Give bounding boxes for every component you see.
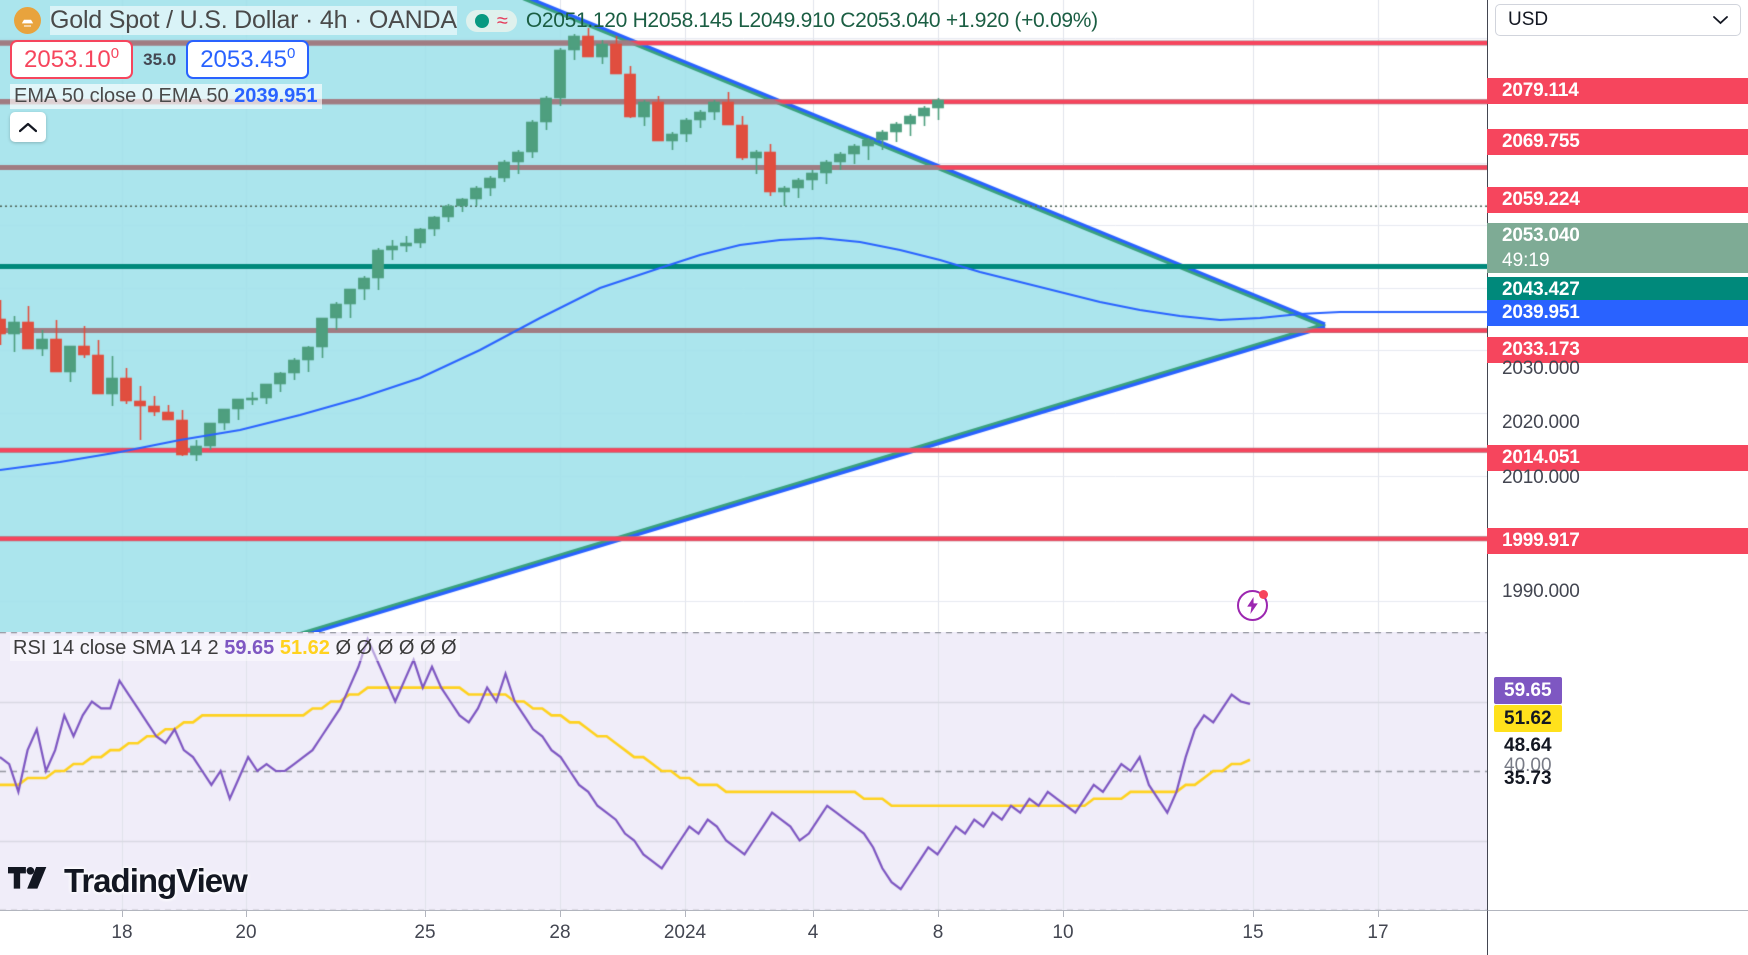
rsi-axis-label[interactable]: 35.73 <box>1504 768 1552 789</box>
time-axis-label: 28 <box>549 922 571 943</box>
time-axis-tick <box>1063 911 1064 917</box>
price-axis-label[interactable]: 2014.051 <box>1487 445 1748 471</box>
price-axis-label[interactable]: 1999.917 <box>1487 528 1748 554</box>
rsi-axis-label[interactable]: 51.62 <box>1494 705 1562 732</box>
time-axis-label: 17 <box>1367 922 1389 943</box>
ema-legend[interactable]: EMA 50 close 0 EMA 50 2039.951 <box>10 84 322 109</box>
price-axis-label[interactable]: 2039.951 <box>1487 300 1748 326</box>
time-axis-label: 20 <box>235 922 257 943</box>
market-status-pill[interactable]: ≈ <box>465 9 517 32</box>
price-axis[interactable]: 2079.114 2069.755 2059.224 2053.040 49:19 204… <box>1487 0 1748 910</box>
time-axis-tick <box>813 911 814 917</box>
spread-value: 35.0 <box>143 49 177 69</box>
alert-notification-dot <box>1259 590 1268 599</box>
price-axis-label[interactable]: 2033.173 <box>1487 337 1748 363</box>
time-axis-tick <box>1253 911 1254 917</box>
time-axis-label: 4 <box>807 922 819 943</box>
ema-legend-value: 2039.951 <box>234 85 318 107</box>
rsi-axis-label[interactable]: 48.64 <box>1504 735 1552 756</box>
currency-select[interactable]: USD <box>1495 4 1741 36</box>
collapse-pane-chevron[interactable] <box>10 112 46 142</box>
time-axis-tick <box>560 911 561 917</box>
time-axis-tick <box>425 911 426 917</box>
symbol-title[interactable]: Gold Spot / U.S. Dollar · 4h · OANDA <box>50 6 457 35</box>
rsi-chart-canvas[interactable] <box>0 632 1487 910</box>
rsi-empty-values: Ø Ø Ø Ø Ø Ø <box>335 637 457 659</box>
time-axis-tick <box>938 911 939 917</box>
price-axis-label[interactable]: 2030.000 <box>1502 358 1580 379</box>
price-axis-label[interactable]: 1990.000 <box>1502 581 1580 602</box>
tradingview-mark-icon <box>8 866 47 889</box>
time-axis-label: 18 <box>111 922 133 943</box>
price-axis-label[interactable]: 2043.427 <box>1487 277 1748 303</box>
price-axis-label[interactable]: 2020.000 <box>1502 412 1580 433</box>
rsi-legend[interactable]: RSI 14 close SMA 14 2 59.65 51.62 Ø Ø Ø … <box>10 636 460 661</box>
approx-icon: ≈ <box>496 9 508 32</box>
axis-corner <box>1487 910 1748 955</box>
gold-coin-icon <box>14 7 41 34</box>
ask-price-box[interactable]: 2053.450 <box>186 40 310 79</box>
price-axis-label[interactable]: 2053.040 <box>1487 223 1748 249</box>
time-axis-label: 15 <box>1242 922 1264 943</box>
ohlc-values: O2051.120 H2058.145 L2049.910 C2053.040 … <box>525 8 1098 32</box>
chevron-down-icon <box>1713 15 1728 24</box>
time-axis-tick <box>1378 911 1379 917</box>
time-axis-label: 10 <box>1052 922 1074 943</box>
time-axis-tick <box>122 911 123 917</box>
tradingview-logo: TradingView <box>8 862 248 900</box>
rsi-indicator-pane[interactable]: RSI 14 close SMA 14 2 59.65 51.62 Ø Ø Ø … <box>0 632 1487 910</box>
time-axis-label: 2024 <box>663 922 707 943</box>
ema-legend-label: EMA 50 close 0 EMA 50 <box>14 85 229 107</box>
countdown-label: 49:19 <box>1487 249 1748 273</box>
market-open-dot <box>474 13 489 28</box>
alert-lightning-badge[interactable] <box>1237 590 1268 621</box>
rsi-axis-label[interactable]: 40.00 <box>1504 755 1552 776</box>
price-axis-label[interactable]: 2010.000 <box>1502 467 1580 488</box>
rsi-sma-value: 51.62 <box>279 637 330 659</box>
price-axis-label[interactable]: 2079.114 <box>1487 78 1748 104</box>
price-axis-label[interactable]: 2059.224 <box>1487 187 1748 213</box>
time-axis-label: 25 <box>414 922 436 943</box>
rsi-value: 59.65 <box>224 637 275 659</box>
time-axis-tick <box>685 911 686 917</box>
ask-price: 2053.45 <box>200 46 287 73</box>
bid-price-box[interactable]: 2053.100 <box>10 40 134 79</box>
rsi-legend-label: RSI 14 close SMA 14 2 <box>13 637 219 659</box>
time-axis-tick <box>246 911 247 917</box>
quote-row: 2053.100 35.0 2053.450 <box>10 40 310 79</box>
tradingview-wordmark: TradingView <box>64 862 248 899</box>
price-axis-label[interactable]: 2069.755 <box>1487 129 1748 155</box>
time-axis-label: 8 <box>932 922 944 943</box>
time-axis[interactable]: 18 20 25 28 2024 4 8 10 15 17 <box>0 910 1487 955</box>
bid-price-fraction: 0 <box>110 45 120 62</box>
ask-price-fraction: 0 <box>286 45 296 62</box>
bid-price: 2053.10 <box>24 46 111 73</box>
rsi-axis-label[interactable]: 59.65 <box>1494 677 1562 704</box>
currency-select-value: USD <box>1508 9 1549 30</box>
chart-legend-header: Gold Spot / U.S. Dollar · 4h · OANDA ≈ O… <box>14 6 1098 35</box>
